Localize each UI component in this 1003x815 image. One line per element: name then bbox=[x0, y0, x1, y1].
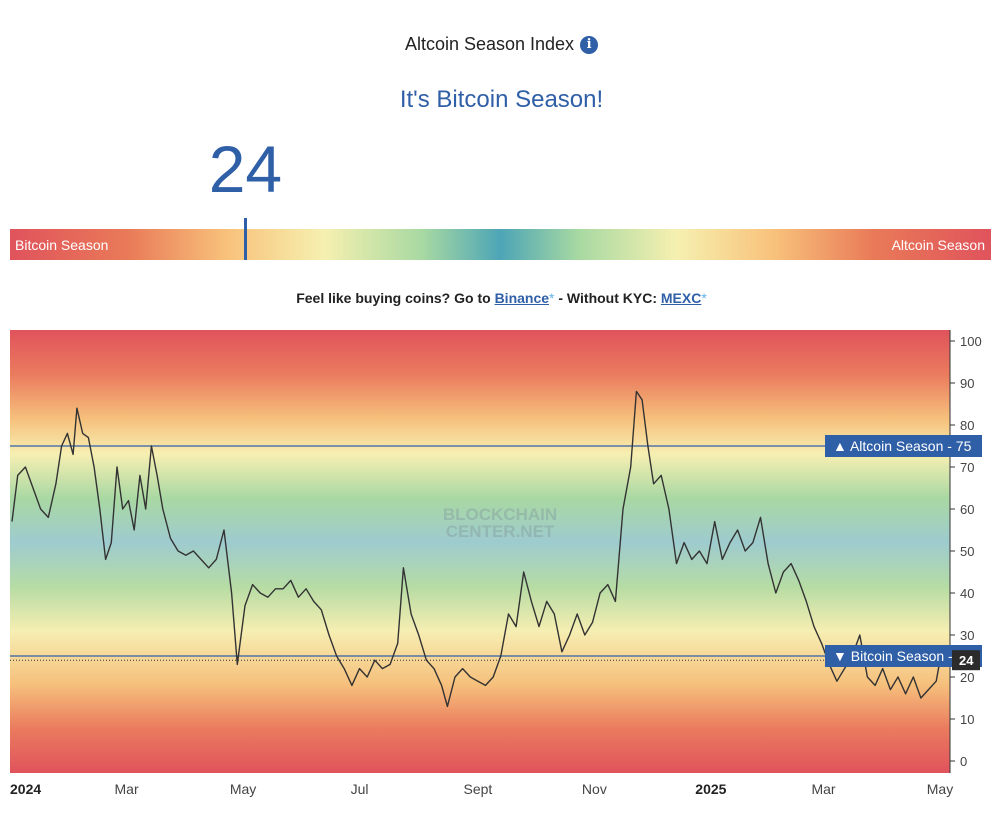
binance-link[interactable]: Binance bbox=[494, 290, 550, 306]
header: Altcoin Season Index i bbox=[0, 34, 1003, 55]
scale-left-label: Bitcoin Season bbox=[15, 237, 109, 253]
x-tick-label: Jul bbox=[351, 781, 369, 797]
promo-text-middle: - Without KYC: bbox=[554, 290, 661, 306]
reference-label: ▼ Bitcoin Season - 25 bbox=[833, 648, 972, 664]
x-tick-label: Nov bbox=[582, 781, 607, 797]
reference-label: ▲ Altcoin Season - 75 bbox=[833, 438, 972, 454]
chart-background bbox=[10, 330, 950, 773]
y-tick-label: 20 bbox=[960, 670, 974, 685]
promo-line: Feel like buying coins? Go to Binance* -… bbox=[0, 290, 1003, 306]
current-value-badge bbox=[952, 650, 980, 671]
season-headline: It's Bitcoin Season! bbox=[399, 86, 604, 113]
x-tick-label: 2024 bbox=[10, 781, 41, 797]
season-scale-bar: Bitcoin Season Altcoin Season bbox=[10, 229, 991, 260]
x-tick-label: 2025 bbox=[695, 781, 726, 797]
y-tick-label: 60 bbox=[960, 502, 974, 517]
x-tick-label: Mar bbox=[811, 781, 835, 797]
y-tick-label: 10 bbox=[960, 712, 974, 727]
scale-marker bbox=[244, 218, 248, 260]
current-value-label: 24 bbox=[959, 653, 974, 668]
mexc-link[interactable]: MEXC bbox=[660, 290, 702, 306]
x-tick-label: Sept bbox=[464, 781, 493, 797]
y-tick-label: 80 bbox=[960, 418, 974, 433]
page-title: Altcoin Season Index bbox=[404, 34, 575, 54]
y-tick-label: 90 bbox=[960, 376, 974, 391]
y-tick-label: 30 bbox=[960, 628, 974, 643]
info-icon[interactable]: i bbox=[580, 35, 599, 54]
reference-label-box bbox=[825, 645, 982, 667]
binance-star: * bbox=[549, 290, 555, 306]
title-row: Altcoin Season Index i bbox=[404, 34, 599, 55]
mexc-star: * bbox=[701, 290, 707, 306]
y-tick-label: 0 bbox=[960, 754, 967, 769]
y-tick-label: 50 bbox=[960, 544, 974, 559]
scale-right-label: Altcoin Season bbox=[891, 237, 985, 253]
index-value: 24 bbox=[208, 132, 283, 206]
reference-label-box bbox=[825, 435, 982, 457]
promo-text: Feel like buying coins? Go to bbox=[296, 290, 495, 306]
watermark-text: CENTER.NET bbox=[446, 522, 555, 541]
x-tick-label: May bbox=[927, 781, 953, 797]
y-tick-label: 70 bbox=[960, 460, 974, 475]
watermark-text: BLOCKCHAIN bbox=[443, 505, 557, 524]
y-tick-label: 100 bbox=[960, 334, 982, 349]
x-tick-label: Mar bbox=[115, 781, 139, 797]
y-tick-label: 40 bbox=[960, 586, 974, 601]
index-series-line bbox=[11, 390, 941, 708]
x-tick-label: May bbox=[230, 781, 256, 797]
